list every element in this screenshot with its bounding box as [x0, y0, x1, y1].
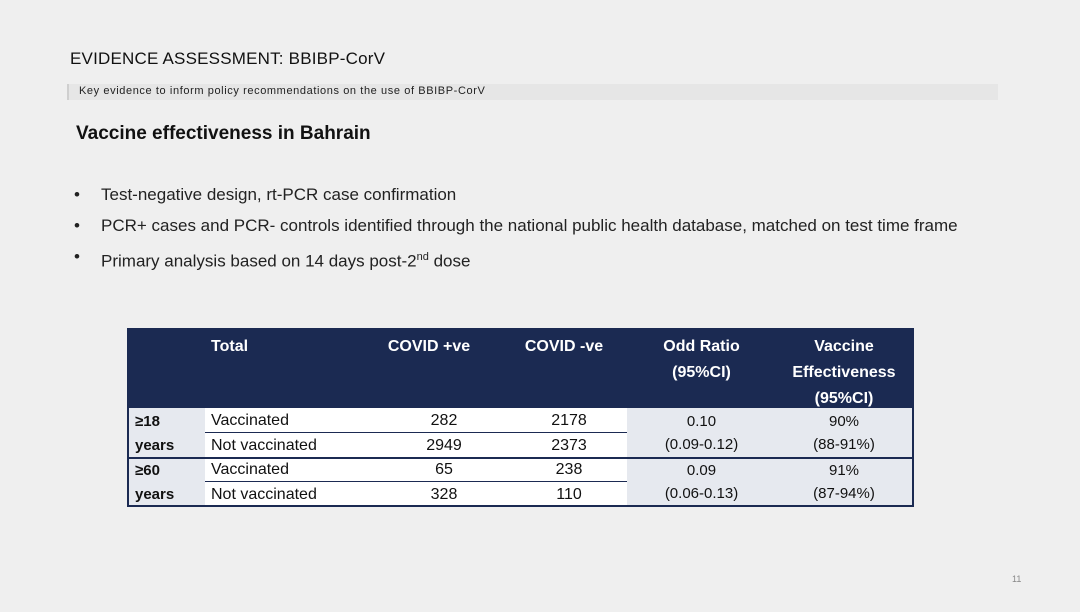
header-vaccine-effectiveness: Vaccine Effectiveness (95%CI) — [779, 334, 909, 412]
status-cell: Not vaccinated — [211, 486, 317, 503]
header-ve-line3: (95%CI) — [814, 390, 874, 407]
odd-ratio-cell: 0.09 — [686, 462, 717, 479]
subtitle-bar: Key evidence to inform policy recommenda… — [67, 84, 998, 100]
bullet-dot: • — [74, 185, 80, 204]
bullet-superscript: nd — [416, 251, 429, 263]
bullet-text: Test-negative design, rt-PCR case confir… — [101, 185, 457, 204]
bullet-dot: • — [74, 247, 80, 266]
group-divider — [129, 457, 912, 459]
bullet-text: PCR+ cases and PCR- controls identified … — [101, 216, 958, 235]
header-ve-line1: Vaccine — [814, 338, 874, 355]
status-cell: Not vaccinated — [211, 437, 317, 454]
covid-positive-cell: 2949 — [426, 437, 462, 454]
bullet-item: • PCR+ cases and PCR- controls identifie… — [74, 214, 974, 238]
table-header: Total COVID +ve COVID -ve Odd Ratio (95%… — [129, 330, 912, 408]
header-covid-negative: COVID -ve — [524, 338, 604, 355]
header-total: Total — [211, 338, 249, 355]
covid-negative-cell: 2178 — [551, 412, 587, 429]
ve-cell: 91% — [828, 462, 860, 479]
header-covid-positive: COVID +ve — [387, 338, 471, 355]
section-heading: Vaccine effectiveness in Bahrain — [76, 123, 371, 144]
vaccine-effectiveness-table: Total COVID +ve COVID -ve Odd Ratio (95%… — [127, 328, 914, 507]
bullet-dot: • — [74, 216, 80, 235]
group-label-years: years — [135, 437, 175, 454]
row-divider — [205, 432, 627, 433]
slide-title: EVIDENCE ASSESSMENT: BBIBP-CorV — [70, 49, 386, 68]
counts-background — [205, 408, 627, 505]
covid-positive-cell: 65 — [435, 461, 453, 478]
header-odd-ratio: Odd Ratio (95%CI) — [644, 334, 759, 386]
page-number: 11 — [1012, 574, 1022, 584]
covid-negative-cell: 238 — [555, 461, 583, 478]
group-label-years: years — [135, 486, 175, 503]
ve-cell: 90% — [828, 413, 860, 430]
bullet-text: Primary analysis based on 14 days post-2 — [101, 251, 417, 271]
status-cell: Vaccinated — [211, 412, 289, 429]
header-ve-line2: Effectiveness — [792, 364, 896, 381]
covid-positive-cell: 328 — [430, 486, 458, 503]
ve-ci-cell: (88-91%) — [813, 436, 875, 453]
ve-ci-cell: (87-94%) — [813, 485, 875, 502]
covid-positive-cell: 282 — [430, 412, 458, 429]
status-cell: Vaccinated — [211, 461, 289, 478]
group-label-age: ≥60 — [135, 462, 160, 479]
subtitle-text: Key evidence to inform policy recommenda… — [79, 85, 486, 97]
odd-ratio-cell: 0.10 — [686, 413, 717, 430]
odd-ratio-ci-cell: (0.09-0.12) — [664, 436, 739, 453]
bullet-item: • Primary analysis based on 14 days post… — [74, 245, 974, 274]
odd-ratio-ci-cell: (0.06-0.13) — [664, 485, 739, 502]
bullet-text-end: dose — [428, 251, 471, 271]
covid-negative-cell: 2373 — [551, 437, 587, 454]
bullet-item: • Test-negative design, rt-PCR case conf… — [74, 183, 974, 207]
group-label-age: ≥18 — [135, 413, 160, 430]
header-odd-ratio-line1: Odd Ratio — [663, 338, 740, 355]
row-divider — [205, 481, 627, 482]
bullet-list: • Test-negative design, rt-PCR case conf… — [74, 183, 974, 281]
header-odd-ratio-line2: (95%CI) — [672, 364, 731, 381]
covid-negative-cell: 110 — [556, 486, 582, 503]
